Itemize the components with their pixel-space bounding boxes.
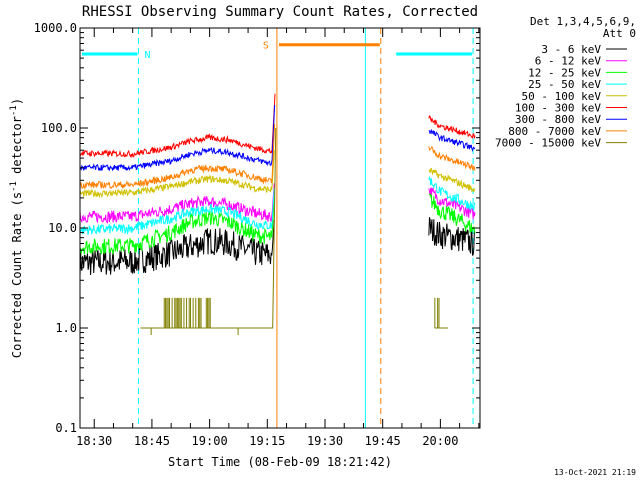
- series-line-6-seg-0: [79, 104, 276, 172]
- legend-label: 6 - 12 keV: [535, 55, 602, 68]
- x-tick-label: 19:30: [307, 434, 343, 448]
- series-line-6-seg-1: [428, 128, 476, 152]
- x-tick-label: 19:45: [365, 434, 401, 448]
- series-7000-burst-0: [163, 297, 211, 328]
- series-line-7-seg-0: [79, 123, 276, 190]
- y-axis-label: Corrected Count Rate (s-1 detector-1): [9, 98, 24, 358]
- series-line-3-seg-1: [428, 175, 476, 211]
- legend-label: 800 - 7000 keV: [508, 125, 601, 138]
- plot-area: NS: [79, 28, 476, 428]
- series-line-4-seg-1: [428, 167, 476, 193]
- y-tick-label: 10.0: [48, 221, 77, 235]
- axes: 1000.0 100.0 10.0 1.0 0.118:30 18:45 19:00 19:1…: [34, 21, 481, 448]
- y-tick-label: 0.1: [55, 421, 77, 435]
- series-7000-baseline: [140, 127, 277, 329]
- legend-header-attenuator: Att 0: [603, 27, 636, 40]
- series-line-2-seg-1: [428, 193, 476, 234]
- footer-timestamp: 13-Oct-2021 21:19: [554, 468, 636, 477]
- series-line-5-seg-1: [428, 115, 476, 139]
- y-tick-label: 1.0: [55, 321, 77, 335]
- series-line-1-seg-0: [79, 183, 275, 224]
- x-tick-label: 19:15: [249, 434, 285, 448]
- y-tick-label: 100.0: [41, 121, 77, 135]
- legend-label: 100 - 300 keV: [515, 102, 601, 115]
- series-line-4-seg-0: [79, 150, 275, 199]
- series-line-7-seg-1: [428, 145, 476, 171]
- x-tick-label: 18:45: [134, 434, 170, 448]
- x-tick-label: 20:00: [422, 434, 458, 448]
- series-line-0-seg-1: [428, 217, 476, 257]
- legend-label: 25 - 50 keV: [528, 78, 601, 91]
- series-7000-burst-1: [434, 297, 440, 328]
- series-line-3-seg-0: [79, 188, 275, 235]
- legend-label: 300 - 800 keV: [515, 113, 601, 126]
- legend-label: 7000 - 15000 keV: [495, 137, 601, 150]
- x-axis-label: Start Time (08-Feb-09 18:21:42): [168, 455, 392, 469]
- legend-header-detectors: Det 1,3,4,5,6,9,: [530, 15, 636, 28]
- legend-label: 12 - 25 keV: [528, 66, 601, 79]
- legend-label: 3 - 6 keV: [541, 43, 601, 56]
- chart-title: RHESSI Observing Summary Count Rates, Co…: [82, 4, 478, 20]
- flag-label-s: S: [263, 41, 269, 52]
- x-tick-label: 19:00: [192, 434, 228, 448]
- series-line-0-seg-0: [79, 220, 275, 277]
- series-line-5-seg-0: [79, 93, 276, 159]
- x-tick-label: 18:30: [76, 434, 112, 448]
- y-tick-label: 1000.0: [34, 21, 77, 35]
- flag-label-n: N: [144, 50, 150, 61]
- legend-label: 50 - 100 keV: [522, 90, 602, 103]
